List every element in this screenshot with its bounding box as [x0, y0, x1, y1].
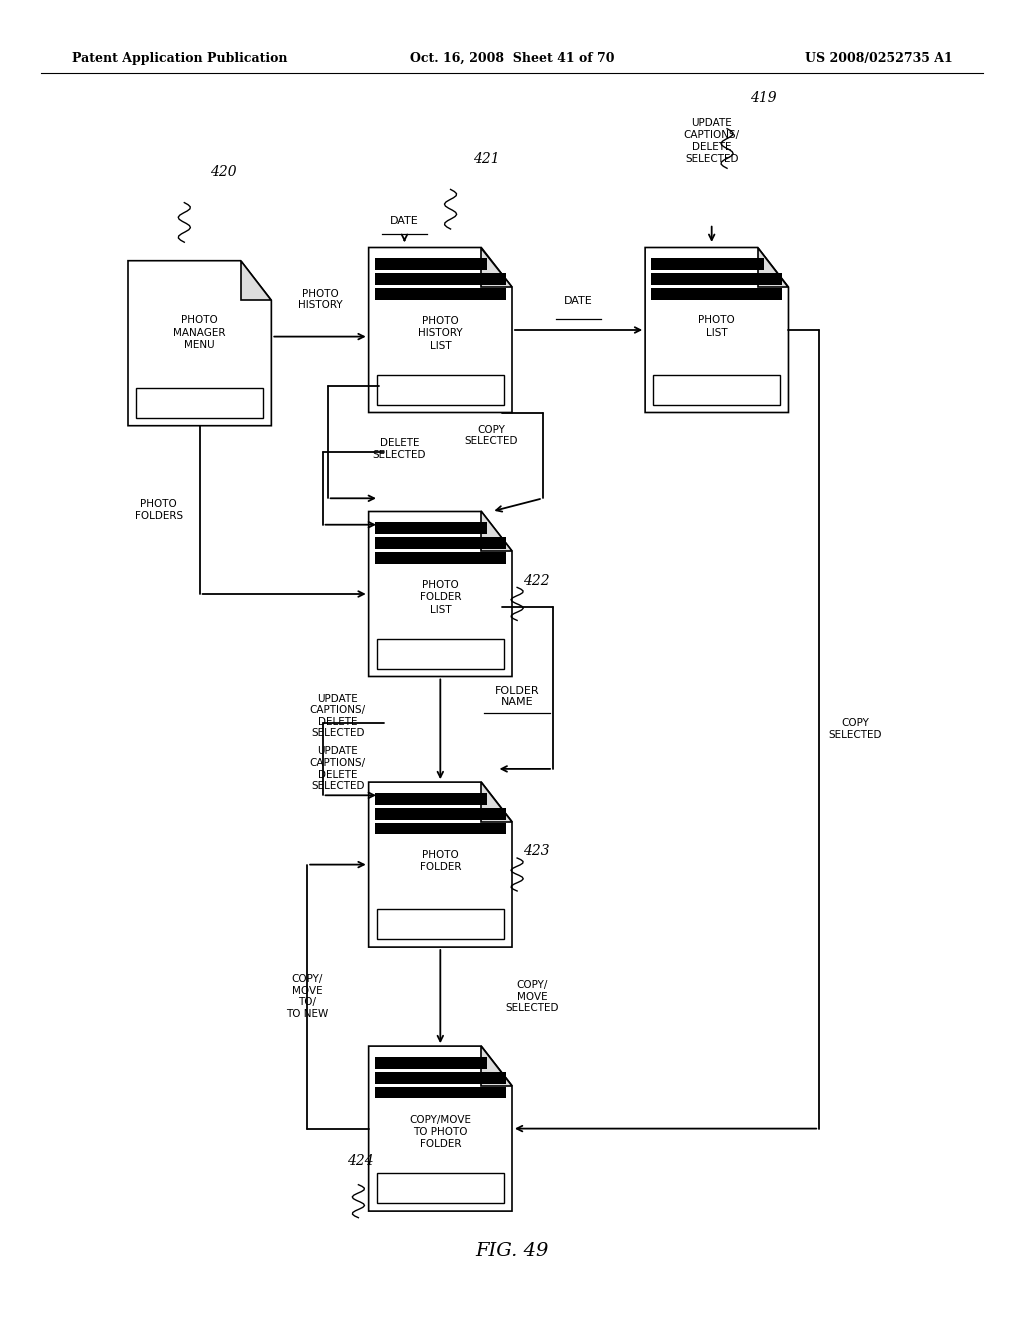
Text: COPY/
MOVE
TO/
TO NEW: COPY/ MOVE TO/ TO NEW — [286, 974, 329, 1019]
Text: PHOTO
LIST: PHOTO LIST — [698, 315, 735, 338]
Polygon shape — [651, 259, 764, 271]
Bar — [653, 375, 780, 404]
Text: PHOTO
FOLDER
LIST: PHOTO FOLDER LIST — [420, 579, 461, 615]
Text: 423: 423 — [523, 845, 550, 858]
Polygon shape — [481, 781, 512, 821]
Text: COPY/MOVE
TO PHOTO
FOLDER: COPY/MOVE TO PHOTO FOLDER — [410, 1114, 471, 1150]
Polygon shape — [375, 288, 506, 300]
Polygon shape — [369, 511, 512, 676]
Text: UPDATE
CAPTIONS/
DELETE
SELECTED: UPDATE CAPTIONS/ DELETE SELECTED — [310, 747, 366, 791]
Text: COPY
SELECTED: COPY SELECTED — [465, 425, 518, 446]
Polygon shape — [645, 248, 788, 412]
Text: 422: 422 — [523, 574, 550, 587]
Text: 421: 421 — [473, 152, 500, 166]
Polygon shape — [241, 261, 271, 301]
Bar — [377, 375, 504, 404]
Text: PHOTO
FOLDER: PHOTO FOLDER — [420, 850, 461, 873]
Bar — [377, 1173, 504, 1204]
Polygon shape — [375, 537, 506, 549]
Polygon shape — [375, 523, 487, 535]
Bar — [377, 909, 504, 940]
Polygon shape — [369, 248, 512, 412]
Bar — [136, 388, 263, 417]
Bar — [377, 639, 504, 668]
Text: 424: 424 — [347, 1154, 374, 1168]
Polygon shape — [651, 273, 782, 285]
Polygon shape — [375, 552, 506, 564]
Polygon shape — [481, 1045, 512, 1085]
Text: UPDATE
CAPTIONS/
DELETE
SELECTED: UPDATE CAPTIONS/ DELETE SELECTED — [684, 119, 739, 165]
Polygon shape — [375, 822, 506, 834]
Polygon shape — [375, 1057, 487, 1069]
Text: PHOTO
MANAGER
MENU: PHOTO MANAGER MENU — [173, 315, 226, 350]
Polygon shape — [758, 248, 788, 288]
Text: FOLDER
NAME: FOLDER NAME — [495, 685, 540, 708]
Polygon shape — [375, 808, 506, 820]
Polygon shape — [375, 1072, 506, 1084]
Text: PHOTO
FOLDERS: PHOTO FOLDERS — [135, 499, 182, 520]
Polygon shape — [369, 781, 512, 948]
Text: COPY/
MOVE
SELECTED: COPY/ MOVE SELECTED — [506, 979, 559, 1014]
Text: 419: 419 — [750, 91, 776, 106]
Text: FIG. 49: FIG. 49 — [475, 1242, 549, 1261]
Text: US 2008/0252735 A1: US 2008/0252735 A1 — [805, 51, 952, 65]
Polygon shape — [375, 259, 487, 271]
Polygon shape — [375, 1086, 506, 1098]
Polygon shape — [369, 1045, 512, 1212]
Text: Oct. 16, 2008  Sheet 41 of 70: Oct. 16, 2008 Sheet 41 of 70 — [410, 51, 614, 65]
Polygon shape — [651, 288, 782, 300]
Polygon shape — [481, 248, 512, 288]
Text: DATE: DATE — [390, 216, 419, 226]
Text: DATE: DATE — [564, 296, 593, 306]
Text: DELETE
SELECTED: DELETE SELECTED — [373, 438, 426, 459]
Polygon shape — [128, 261, 271, 425]
Polygon shape — [375, 793, 487, 805]
Text: COPY
SELECTED: COPY SELECTED — [828, 718, 882, 741]
Text: Patent Application Publication: Patent Application Publication — [72, 51, 287, 65]
Text: PHOTO
HISTORY: PHOTO HISTORY — [298, 289, 342, 310]
Polygon shape — [481, 511, 512, 552]
Text: PHOTO
HISTORY
LIST: PHOTO HISTORY LIST — [418, 315, 463, 351]
Text: UPDATE
CAPTIONS/
DELETE
SELECTED: UPDATE CAPTIONS/ DELETE SELECTED — [310, 694, 366, 738]
Polygon shape — [375, 273, 506, 285]
Text: 420: 420 — [210, 165, 237, 180]
